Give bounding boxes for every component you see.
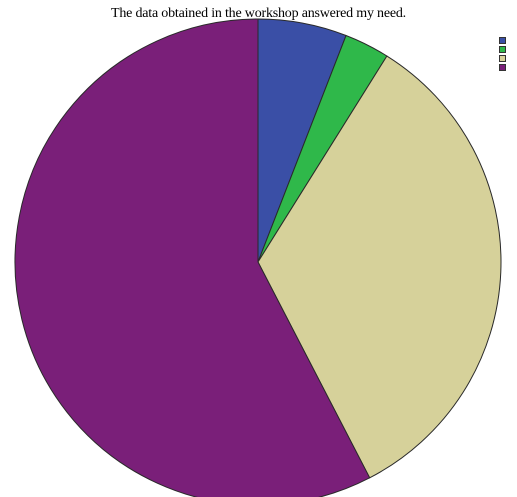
legend-item-4 bbox=[499, 63, 508, 71]
legend-swatch bbox=[499, 36, 506, 44]
legend-item-1 bbox=[499, 36, 508, 44]
legend-swatch bbox=[499, 54, 506, 62]
pie-slice-4 bbox=[14, 18, 371, 497]
chart-title: The data obtained in the workshop answer… bbox=[111, 6, 406, 21]
legend-item-2 bbox=[499, 45, 508, 53]
legend-swatch bbox=[499, 63, 506, 71]
legend bbox=[499, 36, 508, 72]
legend-item-3 bbox=[499, 54, 508, 62]
pie-slice-3 bbox=[257, 55, 502, 479]
legend-swatch bbox=[499, 45, 506, 53]
